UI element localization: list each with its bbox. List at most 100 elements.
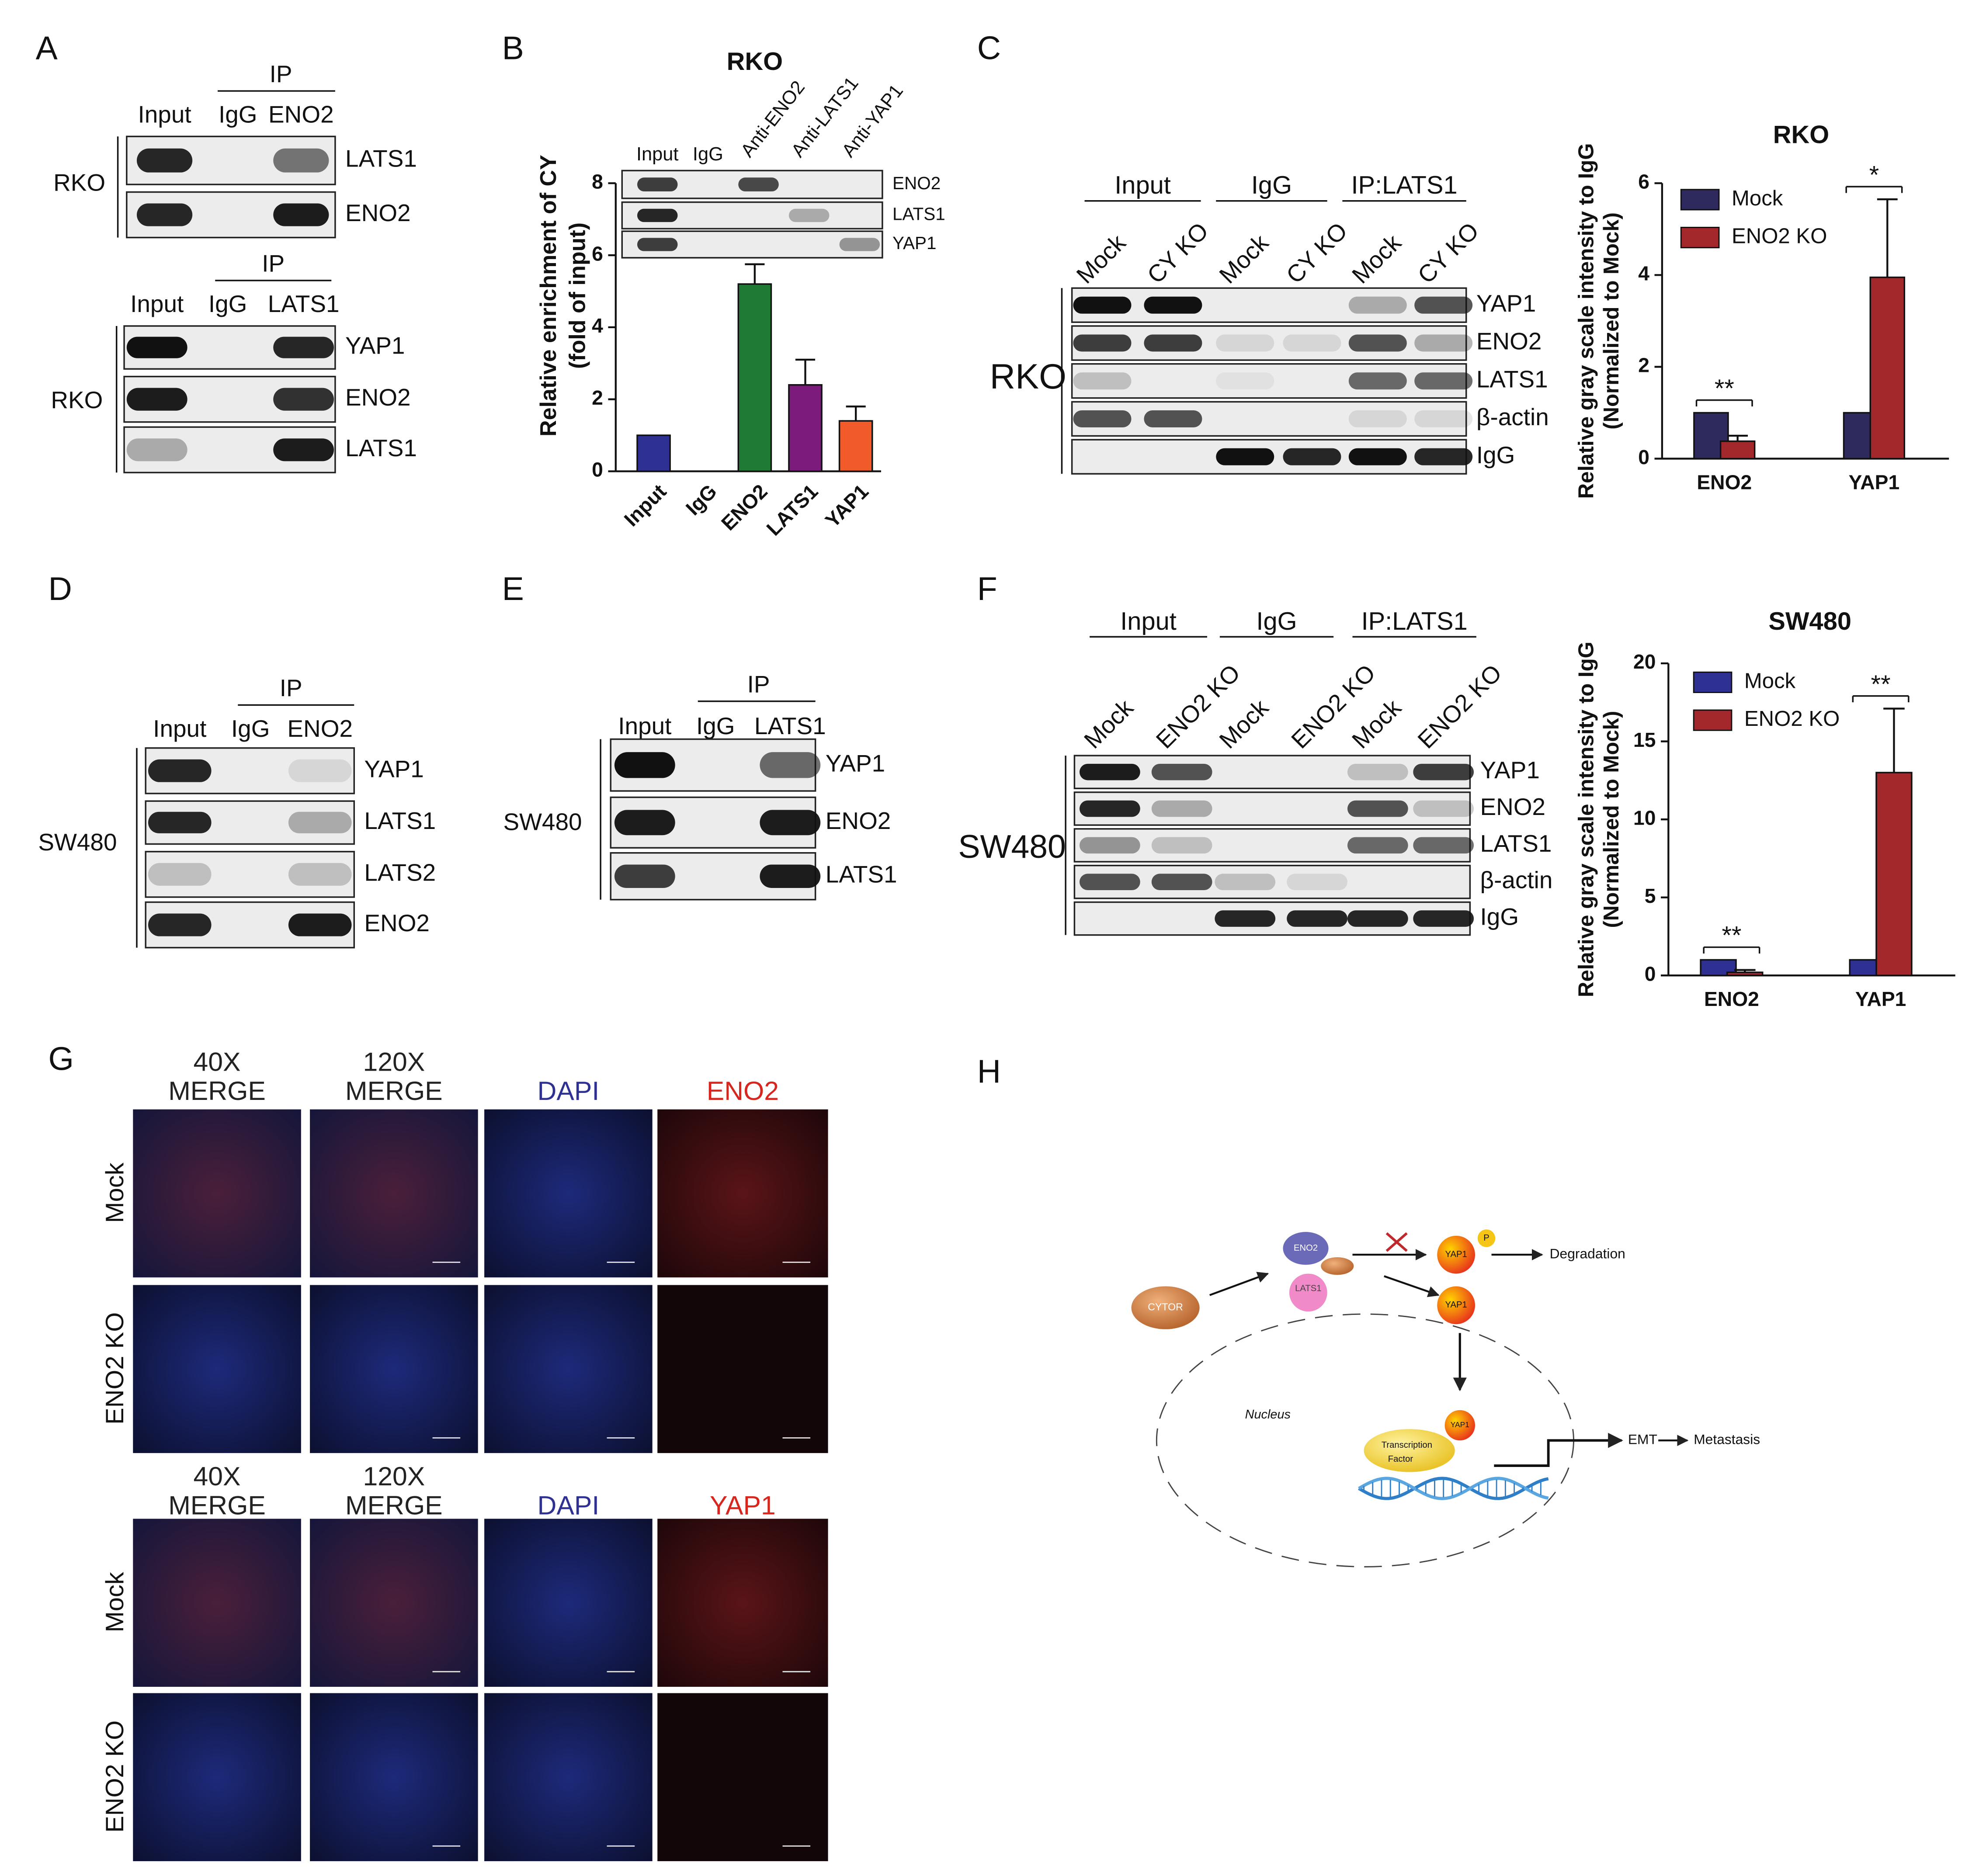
group-label: IP:LATS1: [1361, 607, 1468, 635]
lane-label: CY KO: [1281, 217, 1353, 289]
cell-line-label: SW480: [503, 808, 582, 836]
row-header: Mock: [101, 1162, 129, 1223]
band: [1073, 372, 1132, 390]
band: [1215, 874, 1276, 891]
band: [273, 336, 334, 358]
row-label: ENO2: [364, 909, 430, 936]
y-tick-label: 4: [1638, 262, 1649, 285]
x-tick-label: LATS1: [762, 480, 822, 540]
row-label: LATS1: [1476, 365, 1548, 392]
band: [288, 759, 352, 782]
y-tick-label: 2: [592, 386, 603, 409]
lane-label: Input: [636, 144, 678, 165]
row-label: YAP1: [364, 755, 424, 782]
legend-label: Mock: [1732, 187, 1783, 210]
band: [614, 810, 675, 836]
bar: [838, 420, 873, 472]
band: [1414, 334, 1473, 352]
chart-title: RKO: [1773, 121, 1829, 149]
row-label: LATS1: [364, 807, 436, 834]
group-label: IP:LATS1: [1351, 171, 1457, 199]
band: [1348, 372, 1407, 390]
micrograph: [133, 1109, 301, 1278]
column-header: 40X: [194, 1047, 241, 1077]
lane-label: IgG: [208, 290, 247, 317]
panel-letter: B: [502, 30, 524, 66]
chart-title: SW480: [1768, 607, 1851, 635]
ip-label: IP: [747, 671, 770, 698]
band: [1216, 372, 1274, 390]
row-label: YAP1: [1476, 290, 1536, 317]
panel-letter: E: [502, 570, 524, 607]
column-header: 120X: [363, 1047, 425, 1077]
y-tick-label: 0: [1645, 962, 1656, 985]
label: YAP1: [1451, 1420, 1469, 1429]
micrograph: [484, 1109, 653, 1278]
label: Metastasis: [1694, 1432, 1760, 1447]
lane-label: Mock: [1214, 229, 1274, 289]
bar: [1869, 276, 1906, 460]
ip-label: IP: [262, 250, 285, 277]
column-header: YAP1: [710, 1491, 776, 1520]
y-tick-label: 10: [1633, 806, 1656, 829]
band: [637, 177, 678, 192]
micrograph: [133, 1285, 301, 1453]
label: EMT: [1628, 1432, 1657, 1447]
lane-label: Input: [618, 712, 671, 739]
row-header: ENO2 KO: [101, 1720, 129, 1833]
band: [1287, 910, 1347, 927]
legend-swatch: [1693, 709, 1732, 731]
x-tick-label: YAP1: [1849, 471, 1900, 494]
band: [760, 752, 821, 778]
cytor-shape: [1131, 1286, 1200, 1329]
band: [1414, 296, 1473, 314]
dna-strand: [1358, 1477, 1549, 1500]
micrograph: [657, 1285, 828, 1453]
lane-label: Input: [138, 101, 191, 128]
micrograph: [657, 1693, 828, 1862]
band: [288, 913, 352, 936]
panel-letter: H: [977, 1053, 1001, 1090]
error-bar: [1883, 707, 1905, 773]
y-tick-label: 20: [1633, 650, 1656, 673]
band: [760, 810, 821, 836]
band: [760, 864, 821, 888]
band: [1151, 837, 1212, 854]
blot-strip: [1071, 401, 1467, 437]
band: [738, 177, 779, 192]
row-label: β-actin: [1480, 867, 1553, 894]
x-tick-label: YAP1: [821, 480, 873, 532]
bar: [788, 384, 823, 472]
row-label: β-actin: [1476, 403, 1549, 430]
band: [148, 913, 212, 936]
band: [288, 863, 352, 886]
row-label: YAP1: [892, 233, 936, 253]
bar: [737, 283, 772, 472]
band: [1348, 296, 1407, 314]
y-axis-label: (Normalized to Mock): [1600, 212, 1623, 430]
row-label: IgG: [1476, 441, 1515, 468]
band: [1347, 800, 1408, 817]
label: CYTOR: [1148, 1301, 1183, 1313]
lane-label: IgG: [696, 712, 735, 739]
lane-label: Mock: [1071, 229, 1131, 289]
band: [1079, 837, 1140, 854]
lane-label: Input: [130, 290, 184, 317]
y-axis-label: Relative gray scale intensity to IgG: [1574, 143, 1598, 499]
band: [1151, 800, 1212, 817]
column-header: MERGE: [345, 1076, 443, 1106]
arrow: [1209, 1272, 1269, 1296]
micrograph: [310, 1285, 478, 1453]
label: YAP1: [1445, 1300, 1467, 1310]
band: [273, 203, 329, 226]
group-label: IgG: [1256, 607, 1297, 635]
error-bar: [795, 358, 816, 385]
band: [1414, 448, 1473, 465]
yap1-shape: [1437, 1286, 1475, 1325]
lane-label: LATS1: [268, 290, 340, 317]
cell-line-label: RKO: [53, 169, 105, 196]
panel-letter: G: [49, 1040, 74, 1077]
band: [1413, 910, 1474, 927]
lane-label: Input: [153, 715, 206, 742]
